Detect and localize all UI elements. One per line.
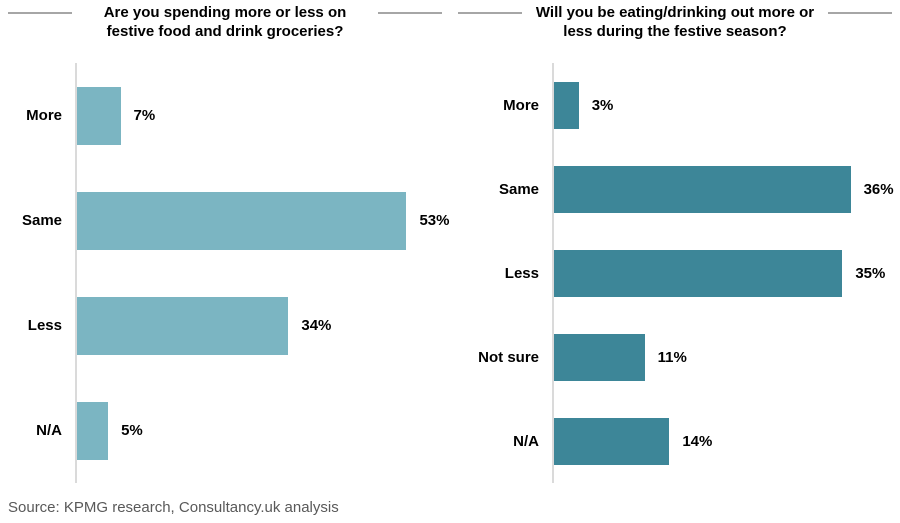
- bar: [554, 165, 851, 213]
- bar: [554, 81, 579, 129]
- bar-track: 35%: [552, 231, 900, 315]
- bar-plot: More 3% Same 36% Less 35% Not sure 11% N/A 14%: [450, 63, 900, 483]
- value-label: 11%: [657, 348, 687, 366]
- bar-row: N/A 14%: [450, 399, 900, 483]
- bar-track: 14%: [552, 399, 900, 483]
- category-label: N/A: [513, 432, 539, 450]
- title-rule-left: [458, 12, 522, 14]
- value-label: 53%: [419, 212, 450, 229]
- chart-title: Will you be eating/drinking out more or …: [535, 4, 815, 41]
- bar: [77, 401, 109, 460]
- bar: [554, 249, 843, 297]
- title-rule-left: [8, 12, 72, 14]
- bar-row: Not sure 11%: [450, 315, 900, 399]
- bar-row: More 3%: [450, 63, 900, 147]
- bar-track: 5%: [75, 378, 450, 483]
- bar: [77, 86, 121, 145]
- charts-container: Are you spending more or less on festive…: [0, 3, 900, 483]
- source-note: Source: KPMG research, Consultancy.uk an…: [8, 499, 339, 516]
- value-label: 5%: [121, 422, 143, 439]
- bar-row: Same 36%: [450, 147, 900, 231]
- category-label: Not sure: [478, 348, 539, 366]
- category-label: Less: [504, 264, 539, 282]
- bar-row: Same 53%: [0, 168, 450, 273]
- value-label: 14%: [682, 432, 713, 450]
- chart-eating-drinking-out: Will you be eating/drinking out more or …: [450, 3, 900, 483]
- bar-row: More 7%: [0, 63, 450, 168]
- value-label: 35%: [855, 264, 886, 282]
- bar: [77, 296, 289, 355]
- value-label: 34%: [301, 317, 332, 334]
- bar-row: N/A 5%: [0, 378, 450, 483]
- chart-title-row: Are you spending more or less on festive…: [0, 3, 450, 49]
- bar: [554, 417, 670, 465]
- bar-track: 36%: [552, 147, 900, 231]
- category-label: N/A: [36, 422, 62, 439]
- category-label: More: [503, 96, 539, 114]
- value-label: 3%: [591, 96, 614, 114]
- category-label: Less: [27, 317, 62, 334]
- title-rule-right: [378, 12, 442, 14]
- category-label: More: [26, 107, 62, 124]
- chart-title-row: Will you be eating/drinking out more or …: [450, 3, 900, 49]
- title-rule-right: [828, 12, 892, 14]
- bar-track: 34%: [75, 273, 450, 378]
- value-label: 36%: [863, 180, 894, 198]
- category-label: Same: [21, 212, 62, 229]
- bar-plot: More 7% Same 53% Less 34% N/A 5%: [0, 63, 450, 483]
- bar-row: Less 35%: [450, 231, 900, 315]
- value-label: 7%: [133, 107, 156, 124]
- chart-title: Are you spending more or less on festive…: [103, 4, 347, 41]
- bar-track: 53%: [75, 168, 450, 273]
- bar-track: 11%: [552, 315, 900, 399]
- category-label: Same: [498, 180, 539, 198]
- chart-groceries-spending: Are you spending more or less on festive…: [0, 3, 450, 483]
- bar: [554, 333, 645, 381]
- bar: [77, 191, 407, 250]
- bar-track: 3%: [552, 63, 900, 147]
- bar-row: Less 34%: [0, 273, 450, 378]
- bar-track: 7%: [75, 63, 450, 168]
